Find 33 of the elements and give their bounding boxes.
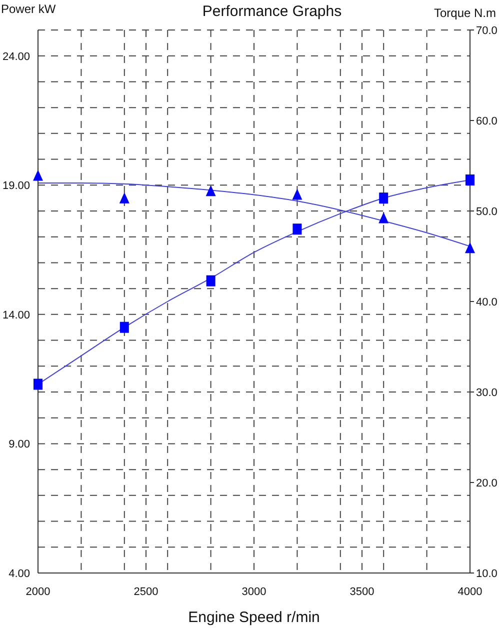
point bbox=[466, 174, 474, 186]
y-tick-label: 4.00 bbox=[8, 568, 30, 580]
point bbox=[34, 378, 42, 390]
x-tick-label: 4000 bbox=[458, 586, 482, 598]
y2-tick-label: 30.0 bbox=[476, 386, 498, 399]
y-tick-label: 24.00 bbox=[2, 50, 30, 63]
y-tick-label: 19.00 bbox=[2, 180, 30, 192]
y2-tick-label: 10.0 bbox=[476, 568, 498, 580]
point bbox=[292, 224, 302, 235]
y2-tick-label: 20.0 bbox=[476, 477, 498, 490]
chart-title: Performance Graphs bbox=[202, 3, 342, 20]
y-tick-label: 9.00 bbox=[8, 438, 30, 451]
point bbox=[119, 192, 130, 204]
y-tick-label: 14.00 bbox=[2, 309, 30, 322]
x-axis-title: Engine Speed r/min bbox=[188, 609, 320, 626]
x-tick-label: 3500 bbox=[350, 586, 374, 598]
y-axis-title: Power kW bbox=[1, 2, 56, 16]
point bbox=[378, 212, 389, 224]
y2-tick-label: 70.0 bbox=[476, 24, 498, 37]
x-tick-label: 3000 bbox=[242, 586, 266, 598]
point bbox=[33, 170, 43, 181]
point bbox=[379, 192, 388, 204]
point bbox=[206, 185, 216, 196]
y2-axis-title: Torque N.m bbox=[434, 6, 496, 20]
point bbox=[206, 275, 216, 286]
x-tick-label: 2000 bbox=[26, 586, 50, 598]
y2-tick-label: 60.0 bbox=[476, 115, 498, 128]
point bbox=[465, 242, 475, 254]
point bbox=[292, 188, 302, 200]
y2-tick-label: 40.0 bbox=[476, 296, 498, 308]
x-tick-label: 2500 bbox=[134, 586, 158, 598]
y2-tick-label: 50.0 bbox=[476, 206, 498, 218]
point bbox=[120, 322, 129, 333]
